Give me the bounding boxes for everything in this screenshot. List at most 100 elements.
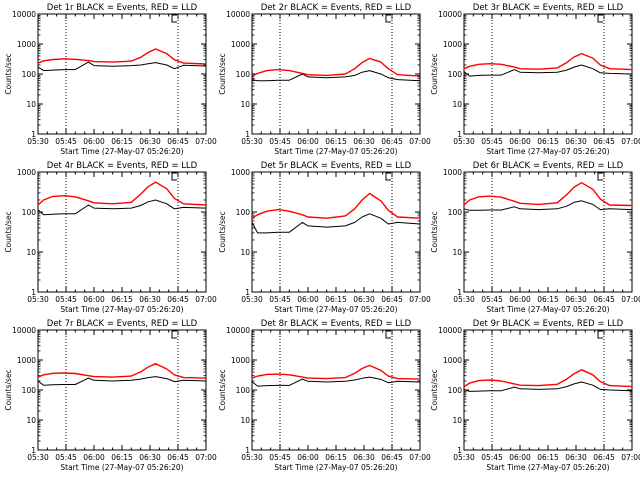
x-tick-label: 06:00 [83,137,105,146]
y-axis-title: Counts/sec [218,53,227,94]
marker-bracket-glyph [597,14,603,23]
x-tick-label: 06:30 [353,137,375,146]
y-tick-label: 10 [240,416,250,425]
y-axis-title: Counts/sec [218,211,227,252]
y-tick-label: 1 [31,288,36,297]
series-line-events [37,199,207,216]
y-axis-title: Counts/sec [4,53,13,94]
y-tick-label: 10 [26,416,36,425]
y-tick-label: 100 [236,70,251,79]
x-tick-label: 07:00 [409,453,431,462]
x-tick-label: 06:30 [565,295,587,304]
y-tick-label: 10000 [438,326,462,335]
x-tick-label: 07:00 [621,137,640,146]
y-tick-label: 1000 [17,356,36,365]
plot-frame [37,329,207,451]
x-tick-label: 05:45 [269,137,291,146]
y-tick-label: 1 [245,288,250,297]
panel-title: Det 2r BLACK = Events, RED = LLD [261,3,412,13]
y-tick-label: 1000 [17,40,36,49]
x-tick-label: 05:30 [241,453,263,462]
x-tick-label: 05:30 [453,137,475,146]
x-tick-label: 06:45 [167,453,189,462]
y-tick-label: 1 [245,446,250,455]
series-line-lld [251,192,421,219]
y-tick-label: 1000 [443,356,462,365]
x-tick-label: 06:45 [381,295,403,304]
y-tick-label: 1000 [443,168,462,177]
x-tick-label: 06:15 [537,137,559,146]
y-axis-title: Counts/sec [4,211,13,252]
x-axis-title: Start Time (27-May-07 05:26:20) [274,305,397,314]
x-tick-label: 05:45 [55,137,77,146]
x-tick-label: 05:30 [27,295,49,304]
series-line-events [463,200,633,211]
y-tick-label: 1 [31,130,36,139]
y-tick-label: 10000 [438,10,462,19]
series-line-lld [37,363,207,379]
panel-title: Det 4r BLACK = Events, RED = LLD [47,161,198,171]
y-tick-label: 1 [31,446,36,455]
y-axis-title: Counts/sec [430,211,439,252]
panel-title: Det 6r BLACK = Events, RED = LLD [473,161,624,171]
x-tick-label: 05:45 [269,295,291,304]
y-tick-label: 100 [236,208,251,217]
y-tick-label: 10000 [226,10,250,19]
x-tick-label: 06:30 [139,137,161,146]
y-tick-label: 10 [452,100,462,109]
x-tick-label: 05:30 [27,137,49,146]
x-tick-label: 06:45 [593,137,615,146]
y-tick-label: 10000 [12,326,36,335]
y-tick-label: 10000 [12,10,36,19]
detector-panel-5: Det 5r BLACK = Events, RED = LLD 1 10 100 10… [218,161,431,314]
marker-bracket-glyph [171,14,177,23]
y-tick-label: 100 [448,386,463,395]
y-tick-label: 100 [236,386,251,395]
panel-title: Det 9r BLACK = Events, RED = LLD [473,319,624,329]
series-line-events [463,64,633,77]
y-tick-label: 10 [26,248,36,257]
series-line-lld [251,57,421,77]
series-line-events [463,381,633,392]
series-line-events [251,70,421,82]
x-axis-title: Start Time (27-May-07 05:26:20) [274,463,397,472]
marker-bracket-glyph [171,172,177,181]
x-tick-label: 05:45 [481,137,503,146]
series-line-events [251,376,421,387]
x-tick-label: 06:00 [509,453,531,462]
x-axis-title: Start Time (27-May-07 05:26:20) [486,147,609,156]
x-tick-label: 07:00 [195,137,217,146]
plot-frame [37,171,207,293]
x-tick-label: 06:30 [565,453,587,462]
x-tick-label: 06:00 [509,137,531,146]
y-tick-label: 10 [26,100,36,109]
panel-title: Det 8r BLACK = Events, RED = LLD [261,319,412,329]
series-line-lld [463,52,633,71]
x-tick-label: 07:00 [409,295,431,304]
x-tick-label: 06:45 [593,453,615,462]
x-tick-label: 06:15 [111,295,133,304]
y-tick-label: 10 [240,100,250,109]
y-tick-label: 1000 [17,168,36,177]
detector-panel-8: Det 8r BLACK = Events, RED = LLD 1 10 100 10… [218,319,431,472]
y-tick-label: 1 [457,446,462,455]
detector-panel-6: Det 6r BLACK = Events, RED = LLD 1 10 100 10… [430,161,640,314]
detector-panel-4: Det 4r BLACK = Events, RED = LLD 1 10 100 10… [4,161,217,314]
y-tick-label: 100 [22,70,37,79]
x-tick-label: 06:45 [593,295,615,304]
x-tick-label: 05:45 [55,453,77,462]
x-tick-label: 06:15 [325,295,347,304]
x-tick-label: 06:30 [353,295,375,304]
x-tick-label: 06:30 [353,453,375,462]
x-axis-title: Start Time (27-May-07 05:26:20) [486,463,609,472]
marker-bracket-glyph [597,172,603,181]
x-axis-title: Start Time (27-May-07 05:26:20) [60,147,183,156]
plot-frame [463,13,633,135]
y-tick-label: 10 [240,248,250,257]
y-tick-label: 1 [245,130,250,139]
x-tick-label: 06:30 [565,137,587,146]
x-axis-title: Start Time (27-May-07 05:26:20) [60,463,183,472]
series-line-lld [251,364,421,380]
y-tick-label: 1000 [231,40,250,49]
x-tick-label: 05:30 [453,453,475,462]
